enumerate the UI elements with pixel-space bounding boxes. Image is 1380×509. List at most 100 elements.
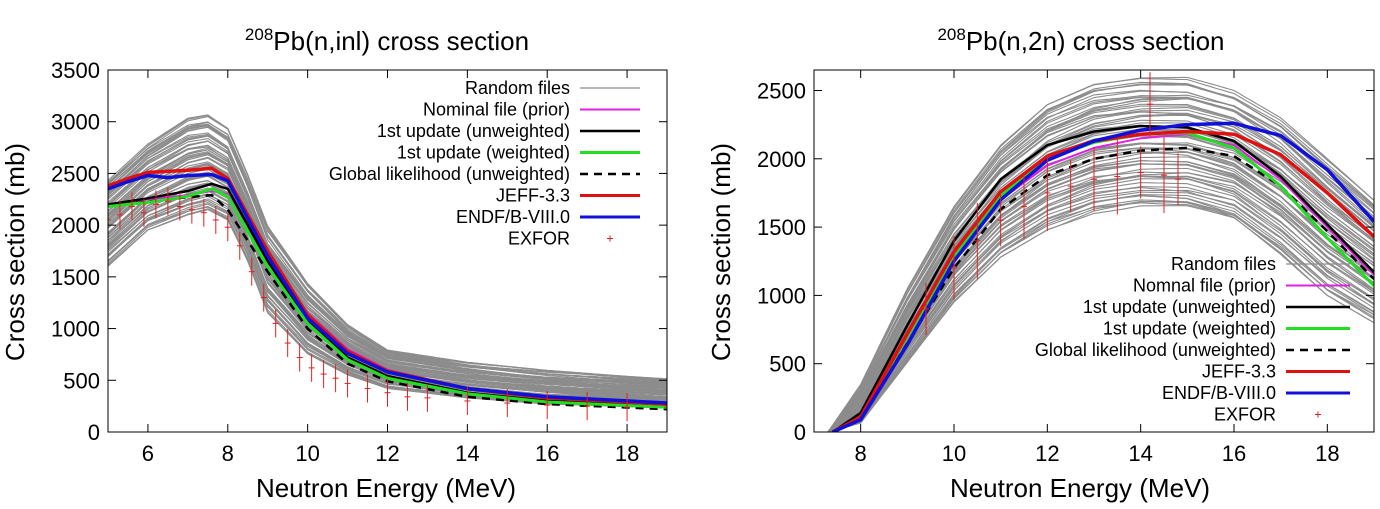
- x-tick-label: 8: [222, 441, 234, 466]
- exfor-point: [224, 213, 231, 242]
- y-tick-label: 3500: [51, 58, 100, 83]
- exfor-point: [974, 202, 981, 279]
- x-tick-label: 14: [455, 441, 479, 466]
- exfor-point: [923, 283, 929, 336]
- exfor-point: [236, 231, 243, 260]
- legend-label: JEFF-3.3: [1202, 362, 1276, 382]
- random-file-line: [827, 96, 1374, 432]
- x-tick-label: 18: [615, 441, 639, 466]
- exfor-point: [1161, 137, 1167, 214]
- exfor-point: [248, 257, 255, 286]
- exfor-point: [284, 329, 291, 358]
- random-file-line: [827, 89, 1374, 432]
- exfor-point: [200, 198, 207, 227]
- legend-label: 1st update (weighted): [397, 143, 570, 163]
- series-line: [108, 172, 667, 405]
- series-line: [108, 187, 667, 409]
- exfor-point: [1175, 153, 1181, 206]
- exfor-point: [1044, 154, 1051, 231]
- legend-label: Nominal file (prior): [423, 100, 570, 120]
- legend-label: EXFOR: [508, 229, 570, 249]
- y-tick-label: 2000: [51, 213, 100, 238]
- exfor-point: [1021, 174, 1027, 239]
- chart-2n-xlabel: Neutron Energy (MeV): [950, 473, 1210, 503]
- exfor-point: [504, 389, 511, 418]
- random-file-line: [827, 113, 1374, 432]
- chart-inl: 208Pb(n,inl) cross section 6 8 10 12 14 16 18 0…: [0, 25, 668, 503]
- exfor-point: [1067, 160, 1074, 213]
- chart-2n-ylabel: Cross section (mb): [706, 143, 736, 361]
- legend-label: Nomnal file (prior): [1133, 276, 1276, 296]
- exfor-point: [951, 236, 957, 301]
- exfor-point: [1091, 147, 1097, 212]
- y-tick-label: 2500: [757, 78, 806, 103]
- random-file-line: [108, 132, 667, 385]
- exfor-point: [116, 200, 123, 229]
- y-tick-label: 0: [88, 420, 100, 445]
- y-tick-label: 1500: [757, 215, 806, 240]
- plot-frame: [813, 69, 1375, 433]
- random-file-line: [108, 121, 667, 381]
- exfor-point: [1147, 72, 1153, 137]
- exfor-point: [1137, 146, 1144, 199]
- x-tick-label: 10: [295, 441, 319, 466]
- exfor-point: [176, 192, 183, 221]
- exfor-point: [424, 383, 431, 412]
- exfor-point: [664, 393, 667, 422]
- x-tick-label: 18: [1315, 441, 1339, 466]
- x-tick-label: 16: [1222, 441, 1246, 466]
- random-file-line: [827, 84, 1374, 432]
- legend-label: 1st update (weighted): [1103, 319, 1276, 339]
- random-file-line: [827, 77, 1374, 432]
- exfor-point: [308, 353, 315, 382]
- random-file-line: [108, 161, 667, 394]
- random-file-line: [827, 175, 1374, 432]
- exfor-point: [1114, 138, 1121, 215]
- exfor-point: [128, 192, 135, 221]
- exfor-point: [320, 360, 327, 389]
- random-file-line: [827, 111, 1374, 432]
- x-tick-label: 14: [1128, 441, 1152, 466]
- random-file-line: [827, 105, 1374, 432]
- plot-series-group: [108, 114, 667, 422]
- chart-inl-plot-area: 6 8 10 12 14 16 18 0 500 1000 1500 2000 2500 3000 3500…: [51, 58, 668, 466]
- legend-label: 1st update (unweighted): [377, 121, 570, 141]
- random-file-line: [108, 124, 667, 383]
- exfor-point: [296, 343, 303, 372]
- legend-label: 1st update (unweighted): [1083, 297, 1276, 317]
- legend-label: Global likelihood (unweighted): [329, 164, 570, 184]
- exfor-point: [152, 190, 159, 219]
- chart-2n-plot-area: 8 10 12 14 16 18 0 500 1000 1500 2000 2500 Random fi…: [757, 69, 1375, 466]
- y-tick-label: 0: [794, 420, 806, 445]
- exfor-point: [164, 187, 171, 216]
- y-tick-label: 1500: [51, 265, 100, 290]
- chart-inl-ylabel: Cross section (mb): [0, 143, 30, 361]
- exfor-point: [140, 198, 147, 227]
- exfor-point: [997, 194, 1004, 247]
- legend-label: Global likelihood (unweighted): [1035, 340, 1276, 360]
- y-tick-label: 2000: [757, 147, 806, 172]
- x-tick-label: 10: [942, 441, 966, 466]
- y-tick-label: 1000: [51, 317, 100, 342]
- x-tick-label: 8: [855, 441, 867, 466]
- exfor-point: [212, 205, 219, 234]
- random-file-line: [827, 175, 1374, 432]
- exfor-point: [188, 195, 195, 224]
- exfor-point: [344, 369, 351, 398]
- exfor-point: [584, 392, 591, 421]
- x-tick-label: 12: [1035, 441, 1059, 466]
- exfor-point: [624, 393, 631, 422]
- random-file-line: [827, 187, 1374, 432]
- exfor-point: [384, 378, 391, 407]
- random-file-line: [827, 189, 1374, 432]
- exfor-point: [404, 382, 411, 411]
- chart-inl-xlabel: Neutron Energy (MeV): [256, 473, 516, 503]
- y-tick-label: 1000: [757, 283, 806, 308]
- legend-label: Random files: [1171, 254, 1276, 274]
- x-tick-label: 6: [142, 441, 154, 466]
- legend-label: ENDF/B-VIII.0: [456, 207, 570, 227]
- y-tick-label: 3000: [51, 110, 100, 135]
- exfor-point: [272, 309, 279, 338]
- exfor-point: [332, 364, 339, 393]
